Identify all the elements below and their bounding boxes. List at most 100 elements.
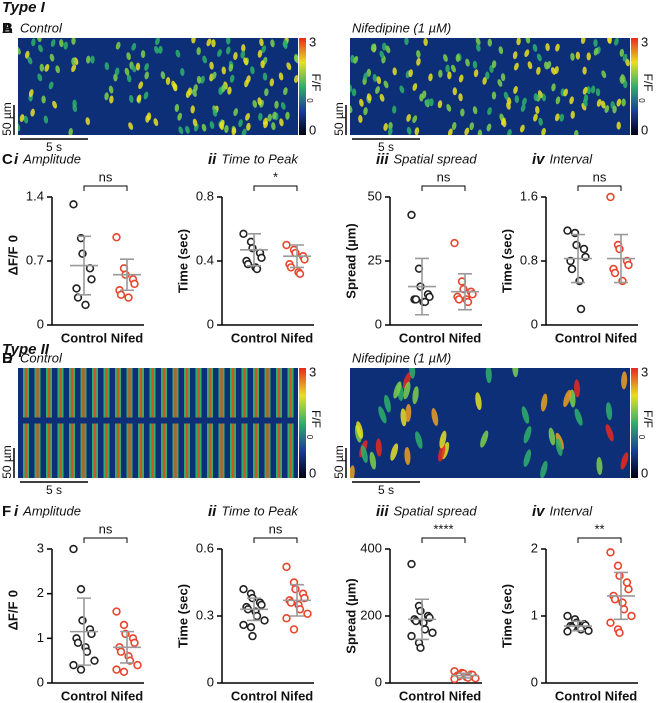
y-tick-label: 0 [207,316,214,331]
spark [605,402,613,421]
spark [487,107,492,116]
y-tick-label: 0.6 [196,540,214,555]
spark [583,98,588,107]
spark [279,118,284,127]
y-tick-label: 0.3 [196,607,214,622]
kymograph-bg [18,38,298,135]
y-tick-label: 0.4 [196,252,214,267]
spark [358,115,363,124]
spark [37,38,42,43]
spark [191,89,197,97]
spark [559,113,565,122]
data-point [116,647,126,656]
data-point [428,628,437,637]
spark [521,97,527,106]
y-tick-label: 0 [37,316,44,331]
kymograph [18,38,298,135]
x-tick-label: Nifed [605,688,638,703]
spark [363,107,368,116]
data-point [246,622,256,632]
data-point [260,616,269,625]
data-point [119,667,129,677]
scale-label: 5 s [46,483,62,497]
plot-title: Spatial spread [394,151,478,166]
spark [113,73,118,82]
significance-bracket [421,537,466,543]
spark [224,125,229,134]
y-tick-label: 0 [37,674,44,689]
data-point [563,226,572,235]
y-tick-label: 0 [375,316,382,331]
spark [350,84,353,93]
spark [563,88,568,97]
spark [527,61,533,70]
spark [621,98,626,107]
spark [185,125,190,134]
spark [206,38,212,47]
data-point [454,295,464,304]
data-point [257,253,266,262]
spark [487,38,492,47]
spark [399,85,405,94]
spark [600,100,606,109]
panel-roman: ii [208,503,217,520]
x-tick-label: Control [399,688,445,703]
spark [416,50,421,59]
y-tick-label: 3 [37,540,44,555]
data-point [615,244,624,254]
kymograph-content [350,38,630,135]
data-point [291,584,300,594]
spark [387,127,393,135]
y-axis-label: ΔF/F [5,602,20,631]
y-tick-label: 2 [37,585,44,600]
spark [555,96,561,105]
spark [521,406,530,424]
data-point [407,210,416,220]
data-point [112,607,121,616]
x-tick-label: Nifed [449,688,482,703]
kymograph-content [350,368,630,478]
spark [575,51,581,60]
spark [616,98,622,107]
spark [536,66,541,75]
panel-roman: iii [376,503,389,520]
panel-roman: ii [208,151,217,168]
significance-bracket [577,537,622,543]
spark [404,38,409,46]
spark [563,389,572,408]
spark [619,76,625,85]
spark [520,104,526,112]
spark [486,123,492,132]
spark [37,73,43,82]
spark [128,122,134,130]
spark [458,74,464,83]
spark [412,386,419,405]
spark [44,63,50,72]
y-tick-label: 0.7 [26,252,44,267]
data-point [295,269,305,278]
spark [569,96,574,105]
spark [231,127,236,135]
data-point [282,614,291,623]
significance-bracket [577,185,622,191]
colorbar [631,368,638,478]
spark [171,80,177,89]
spark [262,72,268,81]
spark [351,88,357,97]
spark [586,52,591,61]
spark [555,43,560,52]
spark [491,91,497,100]
spark [269,78,275,87]
spark [25,50,30,59]
y-tick-label: 25 [368,252,382,267]
spark [469,122,474,131]
y-axis-label: Spread (µm) [343,223,358,298]
panel-label: A [2,20,13,37]
plot-title: Spatial spread [394,503,478,518]
spark [439,430,447,449]
spark [154,45,159,54]
spark [464,127,470,135]
spark [90,55,95,64]
spark [555,438,563,456]
spark [55,65,60,74]
